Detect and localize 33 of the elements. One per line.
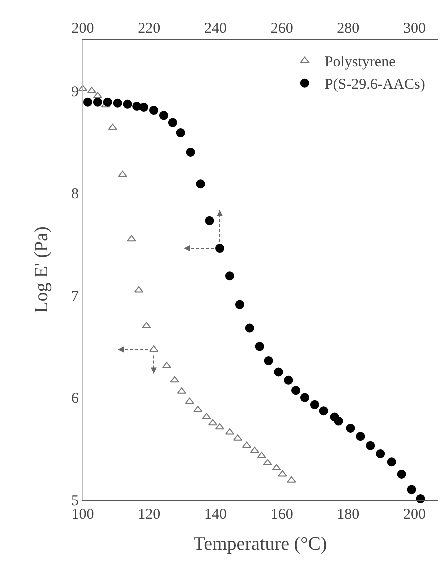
y-tick-label: 9 (72, 84, 79, 100)
point (278, 470, 288, 477)
x-tick-label: 160 (270, 507, 294, 523)
x-tick-label: 100 (72, 507, 94, 523)
y-tick-label: 5 (72, 493, 79, 510)
point (272, 464, 282, 471)
point (215, 423, 225, 430)
legend-label: Polystyrene (324, 54, 396, 71)
x2-tick-label: 280 (337, 21, 360, 37)
point (134, 286, 144, 293)
x-tick-label: 200 (404, 507, 426, 523)
y-tick-label: 8 (72, 186, 79, 203)
x-tick-label: 180 (337, 507, 360, 523)
point (118, 170, 128, 178)
point (127, 235, 136, 242)
point (185, 398, 194, 404)
y-tick-label: 6 (72, 391, 80, 408)
x-tick-label: 120 (138, 507, 161, 523)
y-tick-label: 7 (72, 288, 80, 305)
point (108, 124, 118, 130)
point (170, 376, 180, 383)
x2-tick-label: 200 (72, 21, 94, 37)
x2-tick-label: 260 (270, 21, 294, 37)
x2-tick-label: 240 (204, 21, 227, 37)
x-tick-label: 140 (204, 507, 227, 523)
x2-tick-label: 300 (404, 21, 426, 37)
point (242, 442, 252, 448)
legend-label: P(S-29.6-AACs) (324, 77, 426, 94)
x2-tick-label: 220 (138, 21, 161, 37)
x-axis-title: Temperature (°C) (194, 534, 328, 555)
point (208, 419, 218, 426)
y-axis-title: Log E' (Pa) (31, 226, 52, 314)
point (250, 446, 260, 454)
